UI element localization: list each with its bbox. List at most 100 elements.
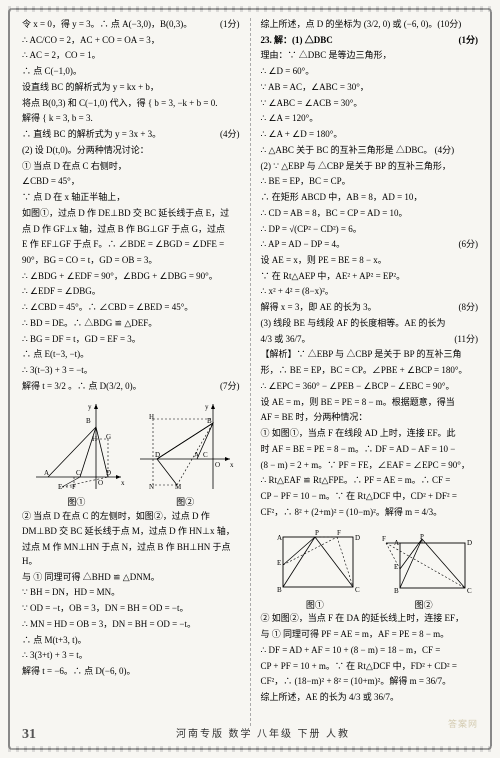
line-text: ∴ AP = AD − DP = 4。 bbox=[261, 239, 346, 249]
text-line: (8 − m) = 2 + m。∵ PF = FE，∠EAF = ∠EPC = … bbox=[261, 459, 479, 473]
text-line: 解得 x = 3，即 AE 的长为 3。(8分) bbox=[261, 301, 479, 315]
svg-text:A: A bbox=[44, 469, 49, 477]
text-line: 与 ① 同理可得 PF = AE = m，AF = PE = 8 − m。 bbox=[261, 628, 479, 642]
text-line: ∠CBD = 45°， bbox=[22, 175, 240, 189]
text-line: ∴ DP = √(CP² − CD²) = 6。 bbox=[261, 223, 479, 237]
text-line: 时 AF = BE = PE = 8 − m。∴ DF = AD − AF = … bbox=[261, 443, 479, 457]
text-line: ∵ 点 D 在 x 轴正半轴上， bbox=[22, 191, 240, 205]
score-mark: (4分) bbox=[220, 128, 240, 142]
svg-text:y: y bbox=[88, 403, 92, 411]
text-line: ∴ MN = HD = OB = 3，DN = BH = OD = −t。 bbox=[22, 618, 240, 632]
line-text: 形，∴ BE = EP，BC = CP。∠PBE + ∠BCP = 180°。 bbox=[261, 365, 468, 375]
text-line: 4/3 或 36/7。(11分) bbox=[261, 333, 479, 347]
svg-text:D: D bbox=[355, 534, 360, 542]
svg-text:F: F bbox=[382, 535, 386, 543]
right-figure-row: A D B C E P F 图① bbox=[261, 525, 479, 613]
line-text: (2) 设 D(t,0)。分两种情况讨论： bbox=[22, 145, 149, 155]
line-text: ∴ ∠D = 60°。 bbox=[261, 66, 315, 76]
text-line: CF²，∴ (18−m)² + 8² = (10+m)²。解得 m = 36/7… bbox=[261, 675, 479, 689]
svg-text:E: E bbox=[277, 559, 281, 567]
text-line: CP + PF = 10 + m。∵ 在 Rt△DCF 中，FD² + CD² … bbox=[261, 660, 479, 674]
line-text: CP − PF = 10 − m。∵ 在 Rt△DCF 中，CD² + DF² … bbox=[261, 491, 457, 501]
line-text: 综上所述，AE 的长为 4/3 或 36/7。 bbox=[261, 692, 400, 702]
line-text: ∴ AC = 2，CO = 1。 bbox=[22, 50, 101, 60]
text-line: (3) 线段 BE 与线段 AF 的长度相等。AE 的长为 bbox=[261, 317, 479, 331]
line-text: ∴ AC/CO = 2，AC + CO = OA = 3， bbox=[22, 35, 160, 45]
text-line: ∴ BD = DE。∴ △BDG ≌ △DEF。 bbox=[22, 317, 240, 331]
text-line: ∴ 3(3+t) + 3 = t。 bbox=[22, 649, 240, 663]
text-line: ∴ ∠BDG + ∠EDF = 90°，∠BDG + ∠DBG = 90°。 bbox=[22, 270, 240, 284]
text-line: ∵ OD = −t，OB = 3，DN = BH = OD = −t。 bbox=[22, 602, 240, 616]
text-line: (2) ∵ △EBP 与 △CBP 是关于 BP 的互补三角形， bbox=[261, 160, 479, 174]
score-mark: (7分) bbox=[220, 380, 240, 394]
text-line: ∴ 点 C(−1,0)。 bbox=[22, 65, 240, 79]
left-figure-row: x y O A B C D E F G H bbox=[22, 399, 240, 510]
text-line: 综上所述，AE 的长为 4/3 或 36/7。 bbox=[261, 691, 479, 705]
text-line: ∴ ∠CBD = 45°。∴ ∠CBD = ∠BED = 45°。 bbox=[22, 301, 240, 315]
line-text: 4/3 或 36/7。 bbox=[261, 334, 311, 344]
text-line: ∵ 在 Rt△AEP 中，AE² + AP² = EP²。 bbox=[261, 270, 479, 284]
line-text: 如图①，过点 D 作 DE⊥BD 交 BC 延长线于点 E，过 bbox=[22, 208, 229, 218]
line-text: 令 x = 0，得 y = 3。∴ 点 A(−3,0)，B(0,3)。 bbox=[22, 19, 192, 29]
line-text: ② 如图②，当点 F 在 DA 的延长线上时，连接 EF， bbox=[261, 613, 465, 623]
text-line: ∴ CD = AB = 8，BC = CP = AD = 10。 bbox=[261, 207, 479, 221]
text-line: 90°，BG = CO = t，GD = OB = 3。 bbox=[22, 254, 240, 268]
text-line: 如图①，过点 D 作 DE⊥BD 交 BC 延长线于点 E，过 bbox=[22, 207, 240, 221]
line-text: 与 ① 同理可得 △BHD ≌ △DNM。 bbox=[22, 572, 160, 582]
line-text: ∴ ∠EPC = 360° − ∠PEB − ∠BCP − ∠EBC = 90°… bbox=[261, 381, 455, 391]
text-line: 23. 解：(1) △DBC(1分) bbox=[261, 34, 479, 48]
svg-text:F: F bbox=[337, 529, 341, 537]
text-line: ∴ △ABC 关于 BC 的互补三角形是 △DBC。 (4分) bbox=[261, 144, 479, 158]
text-line: ∴ AC = 2，CO = 1。 bbox=[22, 49, 240, 63]
right-column: 综上所述，点 D 的坐标为 (3/2, 0) 或 (−6, 0)。(10分) 23… bbox=[261, 18, 479, 726]
text-line: ∴ 3(t−3) + 3 = −t。 bbox=[22, 364, 240, 378]
line-text: ∴ DP = √(CP² − CD²) = 6。 bbox=[261, 224, 362, 234]
line-text: 【解析】∵ △EBP 与 △CBP 是关于 BP 的互补三角 bbox=[261, 349, 462, 359]
text-line: AF = BE 时，分两种情况： bbox=[261, 411, 479, 425]
text-line: E 作 EF⊥GF 于点 F。∴ ∠BDE = ∠BGD = ∠DFE = bbox=[22, 238, 240, 252]
left-figure-1: x y O A B C D E F G H bbox=[26, 399, 126, 510]
score-mark: (8分) bbox=[459, 301, 479, 315]
svg-text:P: P bbox=[315, 529, 319, 537]
line-text: 设 AE = m，则 BE = PE = 8 − m。根据题意，得当 bbox=[261, 397, 455, 407]
svg-text:H: H bbox=[149, 413, 154, 421]
line-text: CF²，∴ (18−m)² + 8² = (10+m)²。解得 m = 36/7… bbox=[261, 676, 452, 686]
text-line: ∴ 直线 BC 的解析式为 y = 3x + 3。(4分) bbox=[22, 128, 240, 142]
line-text: ∴ BE = EP，BC = CP。 bbox=[261, 176, 351, 186]
svg-text:B: B bbox=[394, 587, 399, 595]
text-line: 形，∴ BE = EP，BC = CP。∠PBE + ∠BCP = 180°。 bbox=[261, 364, 479, 378]
text-line: ∴ ∠A = 120°。 bbox=[261, 112, 479, 126]
text-line: ∵ ∠ABC = ∠ACB = 30°。 bbox=[261, 97, 479, 111]
text-line: 点 D 作 GF⊥x 轴，过点 B 作 BG⊥GF 于点 G，过点 bbox=[22, 223, 240, 237]
text-line: ∴ x² + 4² = (8−x)²。 bbox=[261, 285, 479, 299]
svg-text:x: x bbox=[121, 479, 125, 487]
text-line: 解得 { k = 3, b = 3. bbox=[22, 112, 240, 126]
text-line: ∴ DF = AD + AF = 10 + (8 − m) = 18 − m，C… bbox=[261, 644, 479, 658]
line-text: ∴ x² + 4² = (8−x)²。 bbox=[261, 286, 334, 296]
line-text: 解得 { k = 3, b = 3. bbox=[22, 113, 93, 123]
line-text: 23. 解：(1) △DBC bbox=[261, 35, 333, 45]
line-text: ∴ ∠A = 120°。 bbox=[261, 113, 319, 123]
svg-text:C: C bbox=[355, 586, 360, 594]
svg-text:A: A bbox=[194, 451, 199, 459]
svg-text:x: x bbox=[230, 461, 234, 469]
svg-text:O: O bbox=[98, 479, 103, 487]
text-line: 设直线 BC 的解析式为 y = kx + b， bbox=[22, 81, 240, 95]
line-text: 与 ① 同理可得 PF = AE = m，AF = PE = 8 − m。 bbox=[261, 629, 450, 639]
line-text: ∴ ∠EDF = ∠DBG。 bbox=[22, 286, 101, 296]
text-line: ∴ ∠A + ∠D = 180°。 bbox=[261, 128, 479, 142]
text-line: CF²，∴ 8² + (2+m)² = (10−m)²。解得 m = 4/3。 bbox=[261, 506, 479, 520]
line-text: ∵ 在 Rt△AEP 中，AE² + AP² = EP²。 bbox=[261, 271, 406, 281]
svg-text:y: y bbox=[205, 403, 209, 411]
score-mark: (1分) bbox=[220, 18, 240, 32]
text-line: ∴ 点 E(t−3, −t)。 bbox=[22, 348, 240, 362]
line-text: ① 如图①，当点 F 在线段 AD 上时，连接 EF。此 bbox=[261, 428, 456, 438]
line-text: (2) ∵ △EBP 与 △CBP 是关于 BP 的互补三角形， bbox=[261, 161, 451, 171]
line-text: 点 D 作 GF⊥x 轴，过点 B 作 BG⊥GF 于点 G，过点 bbox=[22, 224, 225, 234]
left-column: 令 x = 0，得 y = 3。∴ 点 A(−3,0)，B(0,3)。 (1分) ∴… bbox=[22, 18, 240, 726]
text-line: ② 当点 D 在点 C 的左侧时，如图②，过点 D 作 bbox=[22, 510, 240, 524]
text-line: ② 如图②，当点 F 在 DA 的延长线上时，连接 EF， bbox=[261, 612, 479, 626]
text-line: 【解析】∵ △EBP 与 △CBP 是关于 BP 的互补三角 bbox=[261, 348, 479, 362]
line-text: 综上所述，点 D 的坐标为 (3/2, 0) 或 (−6, 0)。(10分) bbox=[261, 19, 462, 29]
line-text: ∴ Rt△EAF ≌ Rt△FPE。∴ PF = AE = m。∴ CF = bbox=[261, 475, 451, 485]
